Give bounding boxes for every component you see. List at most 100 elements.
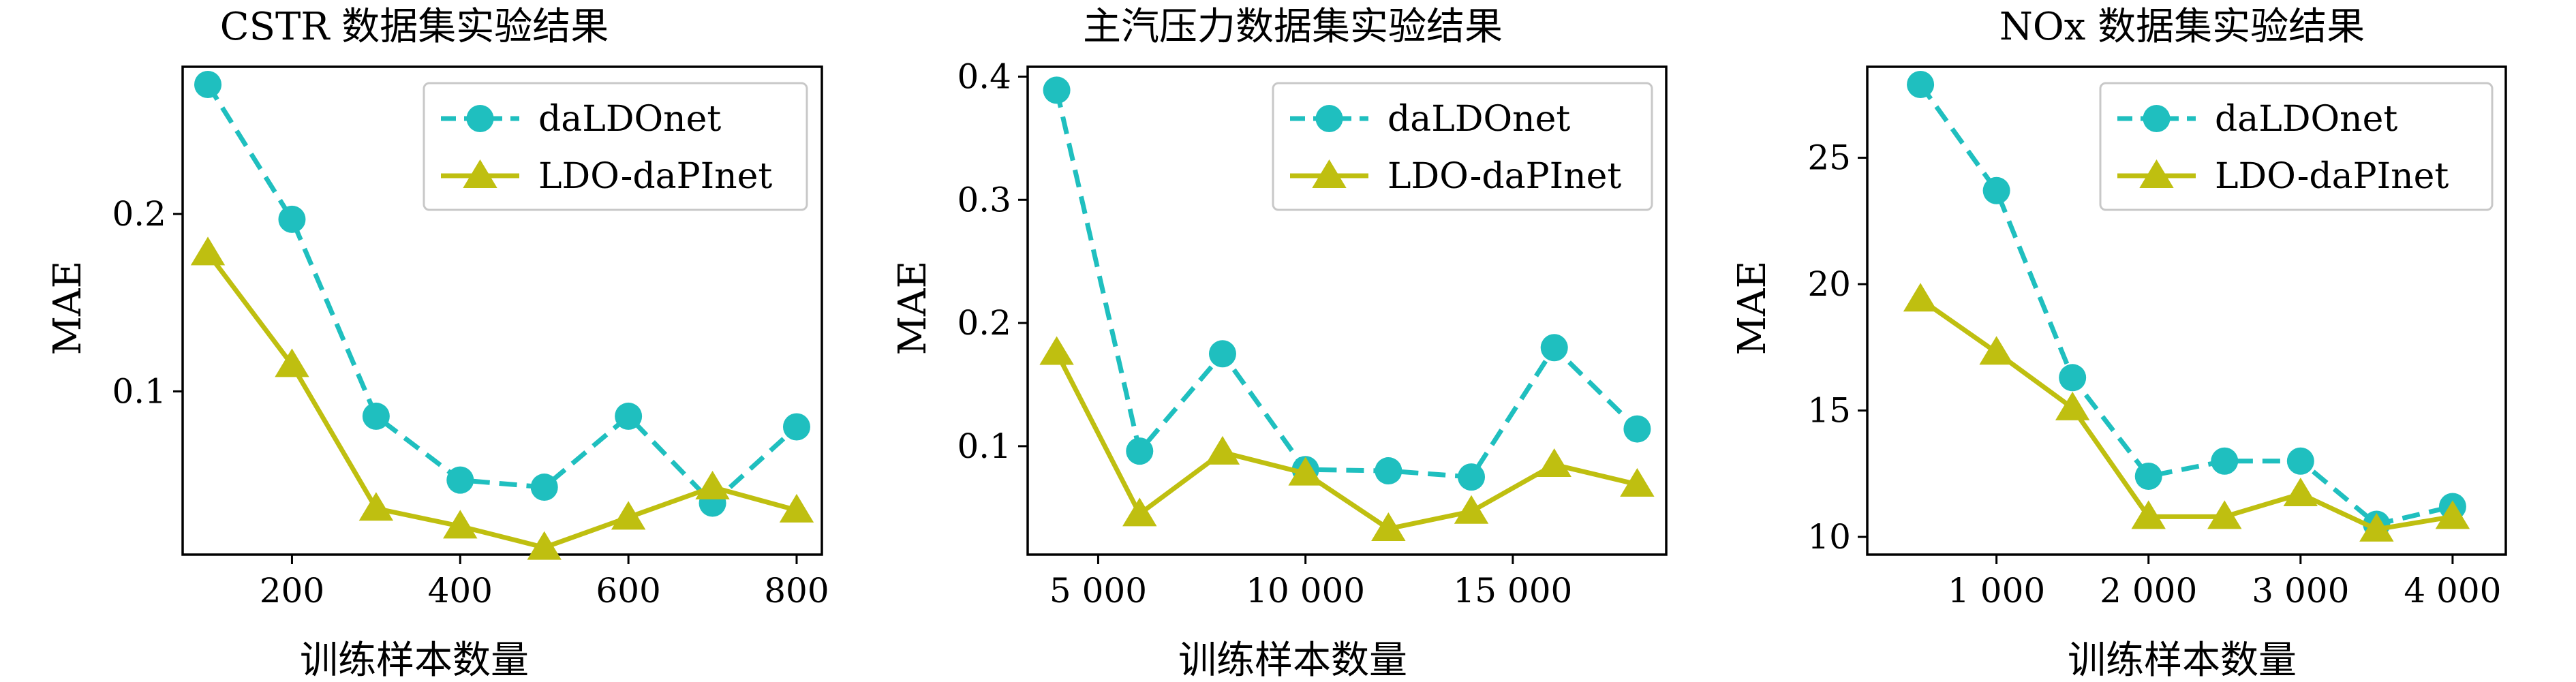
legend-label: daLDOnet xyxy=(2215,99,2397,140)
x-tick-label: 15 000 xyxy=(1453,571,1572,610)
data-point-daLDOnet xyxy=(1540,334,1568,362)
data-point-daLDOnet xyxy=(446,466,474,494)
y-axis-label: MAE xyxy=(891,261,935,356)
data-point-LDO-daPInet xyxy=(527,531,562,560)
axes-frame xyxy=(1866,65,2507,556)
data-point-daLDOnet xyxy=(2286,447,2314,475)
x-axis-label: 训练样本数量 xyxy=(1178,638,1407,682)
y-axis-label: MAE xyxy=(46,261,90,356)
legend-label: LDO-daPInet xyxy=(2215,156,2449,197)
y-tick-label: 0.2 xyxy=(112,194,166,234)
data-point-daLDOnet xyxy=(2059,364,2087,392)
x-tick-label: 5 000 xyxy=(1049,571,1147,610)
axes-frame xyxy=(181,65,823,556)
x-tick-label: 600 xyxy=(596,571,660,610)
data-point-LDO-daPInet xyxy=(1288,456,1323,486)
data-point-LDO-daPInet xyxy=(275,348,309,377)
panel-title: CSTR 数据集实验结果 xyxy=(220,5,609,49)
x-tick-label: 10 000 xyxy=(1246,571,1365,610)
x-tick-label: 800 xyxy=(764,571,829,610)
data-point-LDO-daPInet xyxy=(2283,477,2318,506)
data-point-LDO-daPInet xyxy=(1903,283,1938,312)
plot-area-nox: 1 000 2 000 3 000 4 000 10 15 20 25 daLDOnet LDO-… xyxy=(1807,65,2507,610)
legend-box xyxy=(423,82,808,211)
legend-marker-LDO-daPInet xyxy=(463,159,497,188)
series-line-daLDOnet xyxy=(1054,89,1639,480)
x-axis-label: 训练样本数量 xyxy=(2068,638,2297,682)
legend-marker-daLDOnet xyxy=(2143,105,2171,132)
series-line-LDO-daPInet xyxy=(206,251,797,551)
y-tick-label: 10 xyxy=(1807,517,1851,557)
data-point-LDO-daPInet xyxy=(190,236,226,266)
data-point-daLDOnet xyxy=(782,413,810,441)
x-tick-label: 2 000 xyxy=(2100,571,2197,610)
y-tick-label: 25 xyxy=(1807,138,1851,178)
data-point-daLDOnet xyxy=(1907,70,1935,98)
series-line-LDO-daPInet xyxy=(1919,297,2453,532)
data-point-daLDOnet xyxy=(1126,437,1154,465)
x-tick-label: 200 xyxy=(260,571,324,610)
x-tick-label: 4 000 xyxy=(2404,571,2501,610)
plot-area-cstr: 200 400 600 800 0.1 0.2 daLDOnet LDO-daPInet xyxy=(112,65,829,610)
data-point-LDO-daPInet xyxy=(1371,512,1406,542)
axes-frame xyxy=(1026,65,1668,556)
data-point-LDO-daPInet xyxy=(1979,336,2014,365)
legend-box xyxy=(2099,82,2494,211)
series-line-daLDOnet xyxy=(1918,82,2453,527)
data-point-daLDOnet xyxy=(615,402,643,430)
data-point-LDO-daPInet xyxy=(2359,512,2394,542)
data-point-daLDOnet xyxy=(362,402,390,430)
legend-marker-LDO-daPInet xyxy=(2139,159,2174,188)
data-point-daLDOnet xyxy=(2211,447,2239,475)
data-point-LDO-daPInet xyxy=(1537,448,1571,478)
y-axis-label: MAE xyxy=(1730,261,1775,356)
data-point-LDO-daPInet xyxy=(2055,391,2090,420)
data-point-LDO-daPInet xyxy=(695,471,730,500)
legend-marker-daLDOnet xyxy=(1315,105,1343,132)
data-point-daLDOnet xyxy=(1623,415,1651,443)
y-tick-label: 0.1 xyxy=(957,427,1011,466)
data-point-LDO-daPInet xyxy=(1454,495,1489,524)
panel-cstr: CSTR 数据集实验结果 训练样本数量 MAE 200 400 600 800 0.1 0… xyxy=(46,5,829,682)
y-tick-label: 0.2 xyxy=(957,303,1011,343)
data-point-LDO-daPInet xyxy=(1122,497,1157,527)
panel-title: NOx 数据集实验结果 xyxy=(1999,5,2365,49)
data-point-daLDOnet xyxy=(530,474,558,501)
legend-label: LDO-daPInet xyxy=(1387,156,1621,197)
data-point-daLDOnet xyxy=(1208,340,1236,368)
data-point-LDO-daPInet xyxy=(1205,435,1240,465)
data-point-LDO-daPInet xyxy=(358,492,394,521)
data-point-LDO-daPInet xyxy=(611,501,646,530)
series-line-daLDOnet xyxy=(206,83,799,506)
data-point-LDO-daPInet xyxy=(779,493,814,523)
y-tick-label: 20 xyxy=(1807,264,1851,304)
legend-marker-daLDOnet xyxy=(466,105,494,132)
panel-title: 主汽压力数据集实验结果 xyxy=(1083,5,1503,49)
y-tick-label: 0.4 xyxy=(957,57,1011,96)
data-point-LDO-daPInet xyxy=(1620,467,1655,497)
y-tick-label: 0.1 xyxy=(112,371,166,411)
data-point-daLDOnet xyxy=(1043,76,1071,104)
data-point-daLDOnet xyxy=(1458,463,1486,491)
data-point-LDO-daPInet xyxy=(2131,500,2166,529)
data-point-LDO-daPInet xyxy=(1039,336,1074,365)
legend-label: daLDOnet xyxy=(1387,99,1570,140)
x-tick-label: 400 xyxy=(428,571,493,610)
data-point-daLDOnet xyxy=(1375,457,1402,485)
x-tick-label: 3 000 xyxy=(2252,571,2349,610)
x-tick-label: 1 000 xyxy=(1948,571,2045,610)
plot-area-steam-pressure: 5 000 10 000 15 000 0.1 0.2 0.3 0.4 daLDOnet LDO… xyxy=(957,57,1668,610)
data-point-daLDOnet xyxy=(1982,176,2010,204)
data-point-LDO-daPInet xyxy=(443,510,478,539)
data-point-daLDOnet xyxy=(278,205,306,233)
data-point-LDO-daPInet xyxy=(2435,500,2470,529)
data-point-daLDOnet xyxy=(2134,462,2162,490)
x-axis-label: 训练样本数量 xyxy=(300,638,529,682)
panel-nox: NOx 数据集实验结果 训练样本数量 MAE 1 000 2 000 3 000 4 … xyxy=(1730,5,2507,682)
legend-label: daLDOnet xyxy=(538,99,721,140)
data-point-daLDOnet xyxy=(194,71,222,99)
y-tick-label: 0.3 xyxy=(957,180,1011,219)
legend-marker-LDO-daPInet xyxy=(1312,159,1347,188)
y-tick-label: 15 xyxy=(1807,391,1851,431)
